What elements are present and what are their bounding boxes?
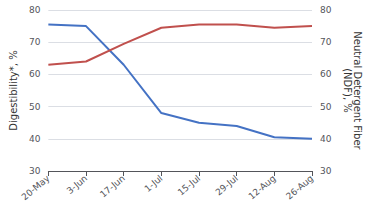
- svg-text:29-Jul: 29-Jul: [213, 173, 239, 197]
- svg-text:80: 80: [29, 5, 41, 15]
- svg-text:3-Jun: 3-Jun: [65, 173, 89, 196]
- svg-text:50: 50: [29, 102, 41, 112]
- svg-text:17-Jun: 17-Jun: [98, 173, 127, 199]
- svg-text:60: 60: [320, 69, 332, 79]
- svg-text:30: 30: [29, 166, 41, 176]
- svg-text:(NDF), %: (NDF), %: [342, 68, 353, 113]
- svg-text:20-May: 20-May: [20, 173, 52, 203]
- svg-text:12-Aug: 12-Aug: [247, 173, 278, 201]
- svg-text:Neutral Detergent Fiber: Neutral Detergent Fiber: [351, 31, 363, 150]
- svg-text:80: 80: [320, 5, 332, 15]
- svg-text:40: 40: [320, 134, 332, 144]
- svg-text:Digestibility*, %: Digestibility*, %: [8, 50, 19, 130]
- svg-text:30: 30: [320, 166, 332, 176]
- svg-text:15-Jul: 15-Jul: [176, 173, 202, 197]
- svg-text:70: 70: [320, 37, 332, 47]
- svg-text:1-Jul: 1-Jul: [143, 173, 165, 194]
- svg-text:70: 70: [29, 37, 41, 47]
- svg-text:40: 40: [29, 134, 41, 144]
- svg-text:26-Aug: 26-Aug: [284, 173, 315, 201]
- svg-text:60: 60: [29, 69, 41, 79]
- svg-text:50: 50: [320, 102, 332, 112]
